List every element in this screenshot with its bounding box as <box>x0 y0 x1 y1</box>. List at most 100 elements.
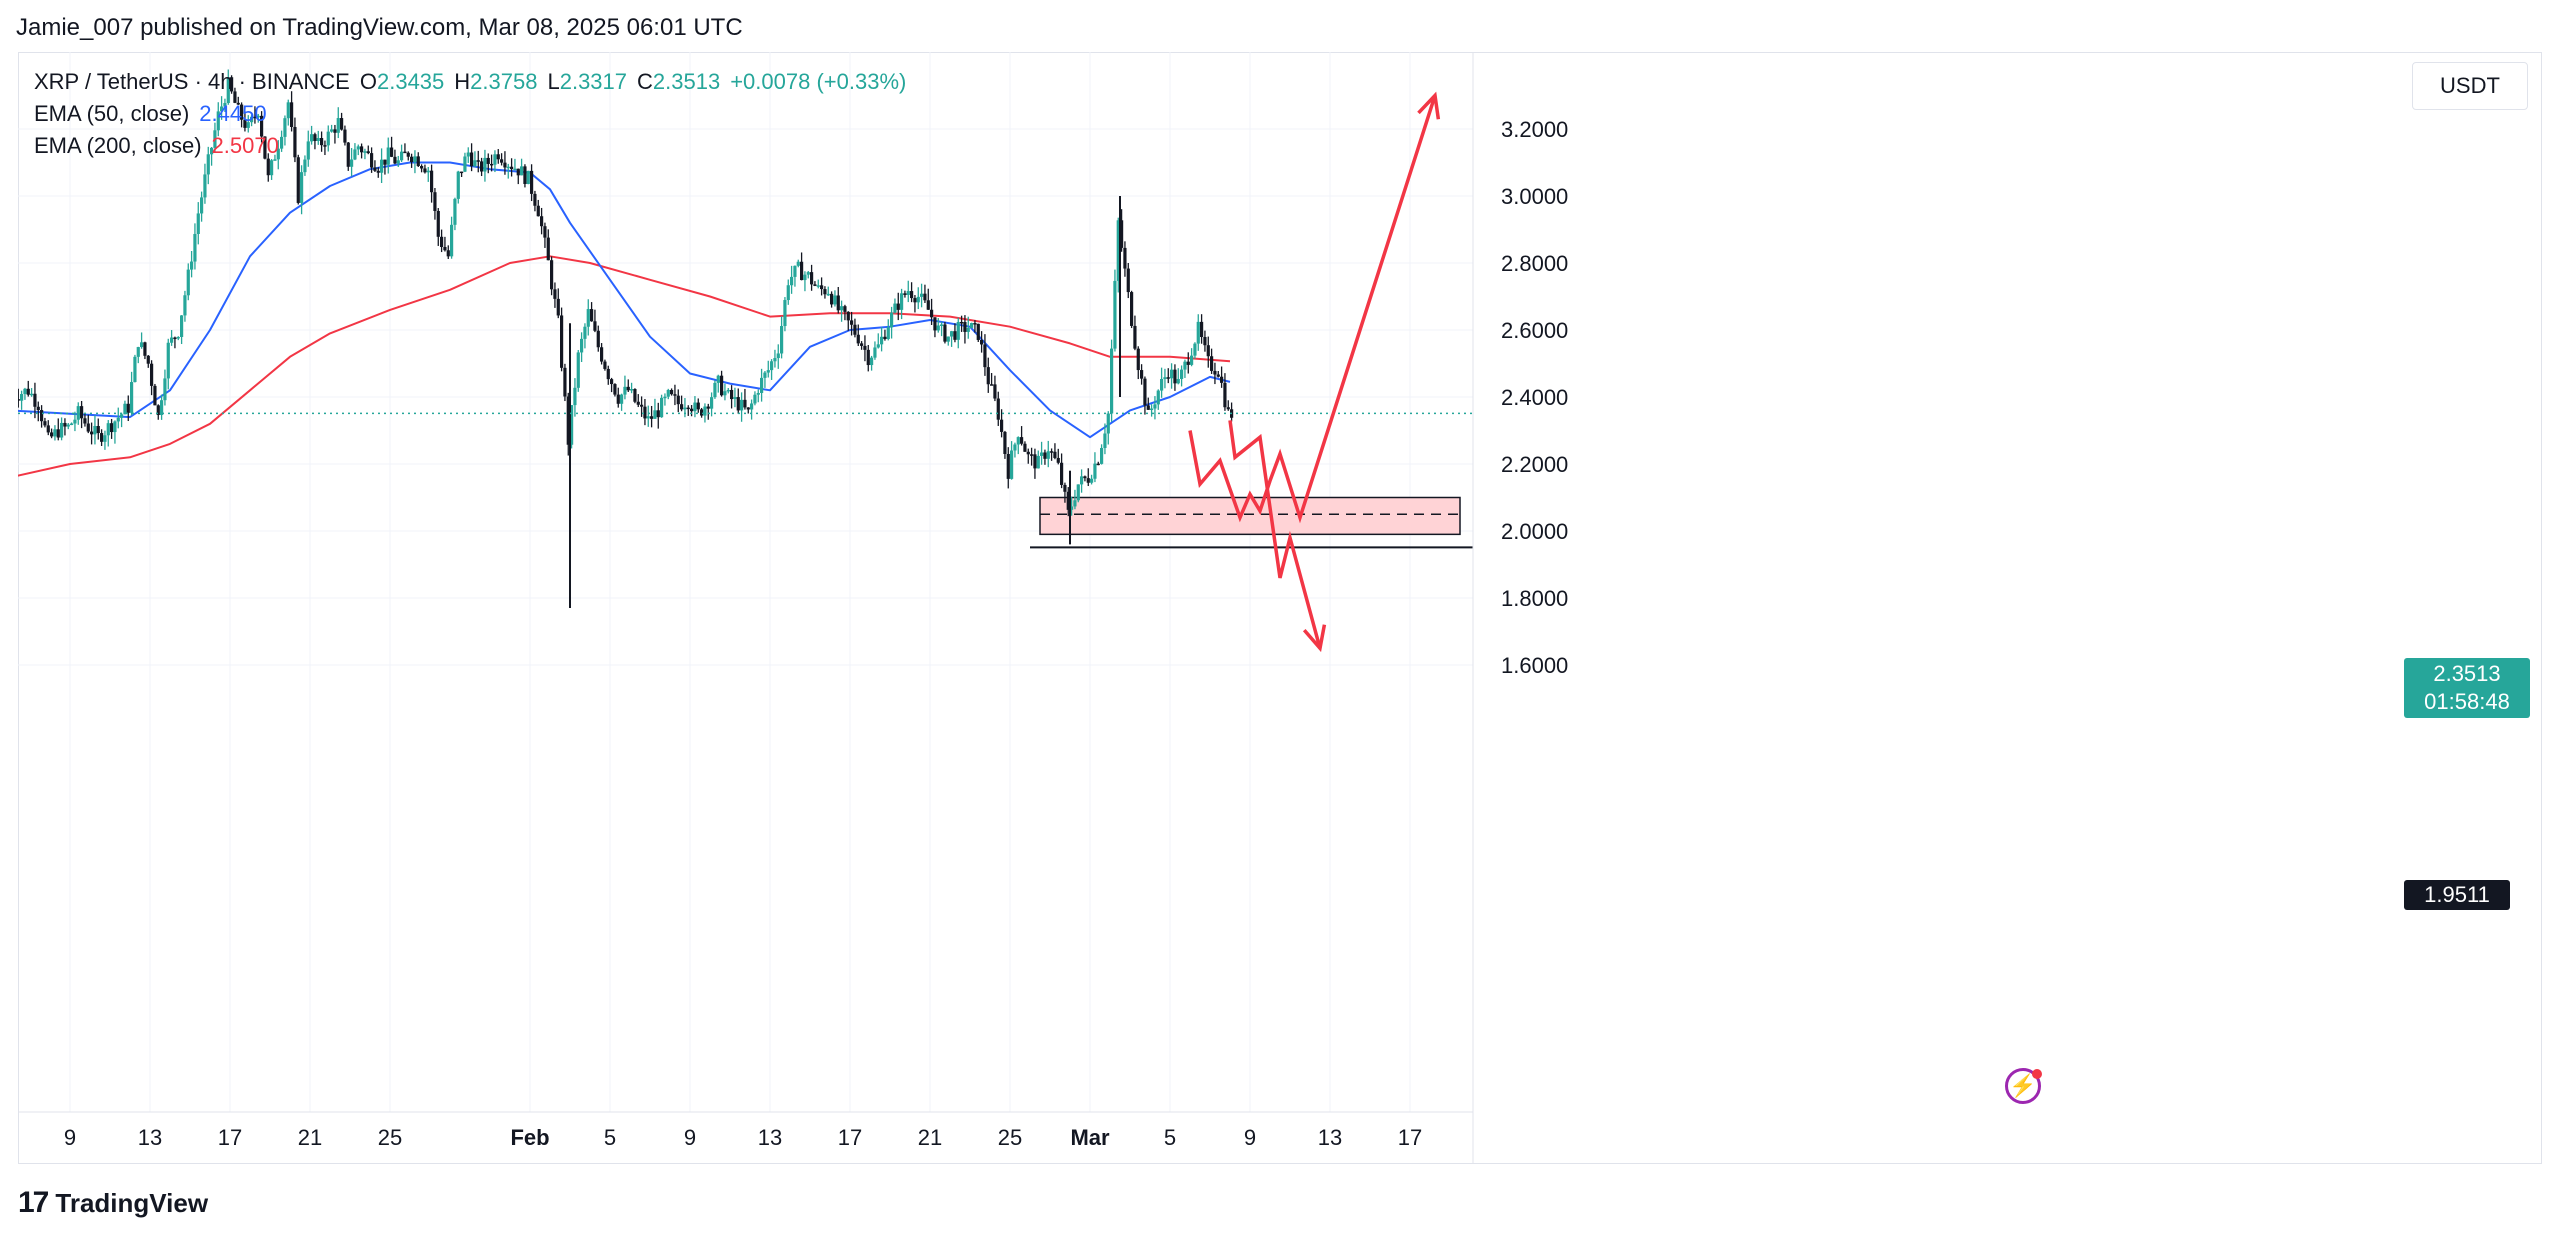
candle-body <box>120 414 124 418</box>
candle-body <box>693 402 697 412</box>
candle-body <box>810 272 814 285</box>
projection-arrows <box>1188 91 1441 653</box>
candle-body <box>953 331 957 340</box>
candle-body <box>173 337 177 340</box>
candle-body <box>586 309 590 327</box>
symbol-title[interactable]: XRP / TetherUS · 4h · BINANCE <box>34 69 350 94</box>
candle-body <box>610 379 614 385</box>
candle-body <box>346 142 350 167</box>
candle-body <box>86 423 90 432</box>
candle-body <box>280 136 284 149</box>
price-levels <box>18 412 1473 549</box>
price-chart[interactable]: 1.6000 1.8000 2.0000 2.2000 2.4000 2.6000 2.80… <box>18 52 2542 1164</box>
candle-body <box>1133 325 1137 349</box>
candle-body <box>1083 476 1087 479</box>
candle-body <box>903 293 907 295</box>
candle-body <box>956 321 960 340</box>
candle-body <box>116 417 120 422</box>
candle-body <box>766 370 770 373</box>
ema50-line <box>18 161 1231 439</box>
candle-body <box>873 347 877 358</box>
time-tick-label: 9 <box>64 1125 76 1150</box>
candle-body <box>306 141 310 160</box>
candle-body <box>1140 370 1144 379</box>
candle-body <box>946 336 950 342</box>
candle-body <box>1050 451 1054 453</box>
candle-body <box>703 406 707 416</box>
candle-body <box>83 418 87 424</box>
candle-body <box>210 147 214 155</box>
candle-body <box>806 272 810 275</box>
candle-body <box>1170 369 1174 379</box>
candle-body <box>790 276 794 286</box>
candle-body <box>140 342 144 348</box>
candle-body <box>843 306 847 312</box>
candle-body <box>230 77 234 92</box>
currency-button[interactable]: USDT <box>2412 62 2528 110</box>
candle-body <box>603 361 607 369</box>
candle-body <box>623 386 627 395</box>
candle-body <box>840 306 844 311</box>
candle-body <box>1080 476 1084 485</box>
candle-body <box>866 349 870 366</box>
tradingview-logo-icon: 17 <box>18 1186 49 1219</box>
candle-body <box>216 111 220 131</box>
candle-body <box>196 213 200 234</box>
brand-name: TradingView <box>55 1187 209 1218</box>
candle-body <box>1130 292 1134 326</box>
candle-body <box>170 337 174 343</box>
candle-body <box>926 300 930 310</box>
ema200-label[interactable]: EMA (200, close) <box>34 133 202 158</box>
candle-body <box>1086 478 1090 483</box>
candle-body <box>1156 390 1160 405</box>
candle-body <box>686 407 690 410</box>
ema50-label[interactable]: EMA (50, close) <box>34 101 190 126</box>
candle-body <box>110 423 114 433</box>
candle-body <box>916 296 920 303</box>
candle-body <box>60 422 64 438</box>
candle-body <box>690 408 694 412</box>
candle-body <box>653 410 657 419</box>
candle-body <box>646 416 650 419</box>
candle-body <box>756 392 760 395</box>
candle-body <box>356 146 360 150</box>
candle-body <box>193 233 197 262</box>
candle-body <box>1046 451 1050 459</box>
candle-body <box>316 138 320 141</box>
candle-body <box>876 344 880 348</box>
candle-body <box>883 336 887 340</box>
candle-body <box>1123 247 1127 269</box>
candle-body <box>353 149 357 160</box>
candle-body <box>940 324 944 326</box>
candle-body <box>23 388 27 395</box>
candle-body <box>1186 361 1190 365</box>
candle-body <box>783 300 787 327</box>
candle-body <box>130 382 134 413</box>
candle-body <box>373 167 377 171</box>
candle-body <box>830 293 834 305</box>
candle-body <box>563 367 567 397</box>
candle-body <box>476 160 480 162</box>
candle-body <box>220 106 224 112</box>
tradingview-branding[interactable]: 17 TradingView <box>18 1186 208 1220</box>
candle-body <box>153 385 157 406</box>
candle-body <box>166 342 170 379</box>
time-tick-label: 13 <box>758 1125 782 1150</box>
change-value: +0.0078 (+0.33%) <box>730 69 907 94</box>
candle-body <box>413 156 417 163</box>
open-label: O <box>359 69 377 94</box>
candle-body <box>1076 484 1080 501</box>
candle-body <box>1103 433 1107 448</box>
price-tick-label: 3.0000 <box>1501 184 1568 209</box>
candle-body <box>870 357 874 366</box>
candle-body <box>1096 463 1100 466</box>
candle-body <box>406 152 410 157</box>
candle-body <box>240 104 244 120</box>
candle-body <box>460 171 464 174</box>
candle-body <box>176 336 180 339</box>
candle-body <box>256 115 260 118</box>
time-tick-label: 17 <box>218 1125 242 1150</box>
candle-body <box>290 102 294 127</box>
candle-body <box>720 375 724 396</box>
candle-body <box>1180 369 1184 379</box>
